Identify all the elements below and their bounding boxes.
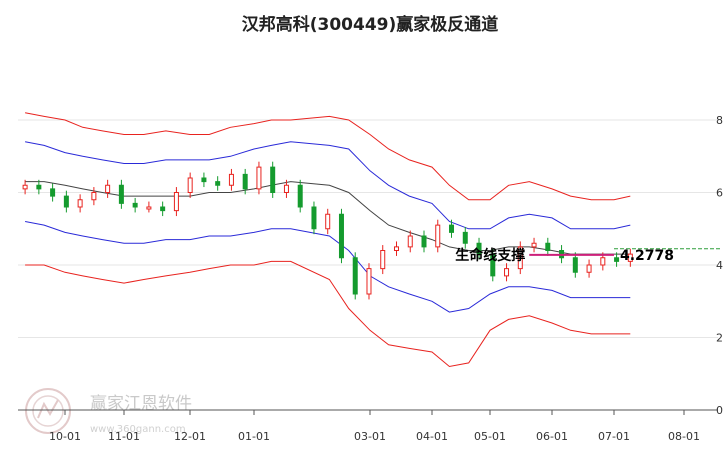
watermark-text: 赢家江恩软件	[90, 394, 192, 414]
candle-body	[572, 257, 578, 273]
watermark: 赢家江恩软件 www.360gann.com	[25, 388, 192, 435]
x-tick-label: 11-01	[108, 430, 140, 443]
x-tick-label: 04-01	[416, 430, 448, 443]
y-tick-label: 6	[716, 187, 723, 200]
candle-body	[160, 206, 166, 212]
channel-bands	[25, 112, 631, 368]
candle-body	[22, 184, 28, 190]
candle-body	[449, 224, 455, 233]
x-tick-label: 03-01	[354, 430, 386, 443]
x-tick-label: 12-01	[174, 430, 206, 443]
candle-body	[105, 184, 111, 193]
candle-body	[173, 192, 179, 212]
candle-body	[118, 184, 124, 204]
candle-body	[600, 257, 606, 266]
candle-body	[36, 184, 42, 190]
candle-body	[146, 206, 152, 210]
y-tick-label: 8	[716, 114, 723, 127]
x-tick-label: 06-01	[536, 430, 568, 443]
candle-body	[63, 195, 69, 208]
candle-body	[504, 268, 510, 277]
candle-body	[132, 202, 138, 208]
candle-body	[614, 257, 620, 262]
candle-body	[187, 177, 193, 193]
candle-body	[50, 188, 56, 197]
candle-body	[545, 242, 551, 251]
support-annotation: 生命线支撑 4.2778	[455, 247, 722, 264]
watermark-url: www.360gann.com	[90, 424, 186, 435]
candle-body	[283, 184, 289, 193]
y-tick-label: 2	[716, 332, 723, 345]
candlesticks	[22, 161, 633, 300]
candle-body	[490, 253, 496, 277]
candle-body	[297, 184, 303, 208]
x-tick-label: 05-01	[474, 430, 506, 443]
candle-body	[201, 177, 207, 183]
candle-body	[338, 213, 344, 259]
candle-body	[311, 206, 317, 230]
series-line-5	[25, 260, 631, 368]
y-axis: 0 2 4 6 8	[716, 114, 723, 417]
candle-body	[517, 246, 523, 270]
x-tick-label: 10-01	[49, 430, 81, 443]
candle-body	[228, 173, 234, 186]
candle-body	[407, 235, 413, 248]
candle-body	[531, 242, 537, 248]
candle-body	[627, 253, 633, 262]
x-tick-label: 07-01	[598, 430, 630, 443]
grid	[18, 119, 718, 411]
candle-body	[270, 166, 276, 193]
x-tick-label: 01-01	[238, 430, 270, 443]
y-tick-label: 4	[716, 259, 723, 272]
y-tick-label: 0	[716, 404, 723, 417]
candle-body	[476, 242, 482, 255]
candle-body	[421, 235, 427, 248]
candle-body	[366, 268, 372, 295]
series-line-4	[25, 221, 631, 313]
candle-body	[586, 264, 592, 273]
chart-title: 汉邦高科(300449)赢家极反通道	[242, 14, 499, 35]
candle-body	[215, 181, 221, 186]
candle-body	[77, 199, 83, 208]
candle-body	[380, 250, 386, 270]
x-axis: 10-01 11-01 12-01 01-01 03-01 04-01 05-01 06-01…	[49, 410, 700, 443]
series-line-1	[25, 112, 631, 201]
candle-body	[393, 246, 399, 251]
watermark-logo	[25, 388, 71, 434]
candle-body	[242, 173, 248, 190]
candle-body	[462, 231, 468, 244]
candle-body	[91, 192, 97, 201]
series-line-2	[25, 141, 631, 230]
candle-body	[435, 224, 441, 248]
support-label: 生命线支撑	[455, 247, 525, 264]
candle-body	[256, 166, 262, 190]
support-value: 4.2778	[620, 248, 674, 264]
x-tick-label: 08-01	[668, 430, 700, 443]
candle-body	[325, 213, 331, 230]
candle-body	[352, 257, 358, 295]
